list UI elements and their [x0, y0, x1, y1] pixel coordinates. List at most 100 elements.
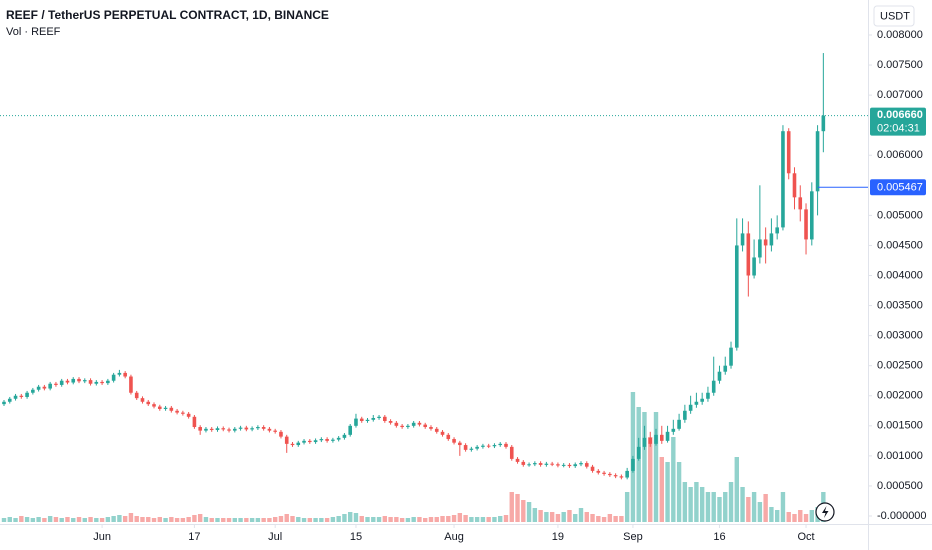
volume-bar — [451, 515, 457, 522]
candle-body — [31, 389, 35, 393]
volume-bar — [215, 518, 220, 522]
volume-bar — [88, 517, 93, 522]
volume-bar — [405, 518, 411, 522]
candle-body — [371, 417, 376, 420]
volume-bar — [792, 514, 797, 522]
volume-bar — [457, 513, 463, 522]
candle-body — [198, 427, 202, 431]
volume-bar — [238, 518, 243, 522]
volume-bar — [174, 518, 180, 522]
currency-button[interactable] — [873, 5, 915, 27]
candle-body — [134, 392, 139, 399]
volume-bar — [376, 517, 382, 522]
volume-bar — [590, 514, 595, 522]
volume-bar — [388, 517, 393, 522]
volume-bar — [417, 517, 422, 522]
volume-bar — [180, 518, 186, 522]
candle-body — [365, 419, 370, 422]
volume-bar — [249, 518, 255, 522]
candle-body — [267, 428, 272, 431]
candle-body — [319, 439, 324, 441]
volume-bar — [267, 518, 272, 522]
candle-body — [163, 407, 168, 409]
candle-body — [556, 464, 560, 466]
volume-bar — [244, 518, 249, 522]
candle-body — [515, 458, 520, 462]
volume-bar — [694, 482, 699, 522]
volume-bar — [192, 515, 197, 522]
candle-body — [336, 437, 341, 440]
volume-legend: Vol · REEF — [6, 26, 61, 38]
candle-body — [394, 422, 399, 426]
candle-body — [631, 458, 635, 471]
volume-bar — [169, 517, 174, 522]
candle-body — [636, 446, 641, 459]
volume-bar — [359, 516, 364, 522]
candle-body — [625, 470, 629, 478]
candle-body — [752, 257, 756, 276]
candle-body — [175, 410, 179, 413]
icon-bolt[interactable] — [822, 506, 829, 518]
candle-body — [590, 466, 595, 471]
candle-body — [13, 395, 18, 399]
candle-body — [648, 437, 653, 444]
y-tick-label: 0.002000 — [877, 390, 923, 402]
y-tick-label: 0.007500 — [877, 59, 923, 71]
volume-bar — [717, 497, 722, 522]
volume-bar — [151, 518, 157, 522]
currency-button-label[interactable]: USDT — [880, 10, 910, 22]
volume-bar — [682, 482, 688, 522]
volume-bar — [746, 497, 751, 522]
replay-icon[interactable] — [815, 502, 835, 522]
volume-bar — [492, 517, 497, 522]
volume-bar — [42, 518, 47, 522]
candle-body — [181, 412, 185, 414]
candle-body — [388, 421, 393, 423]
volume-bar — [371, 517, 376, 522]
volume-bar — [296, 517, 301, 522]
volume-bar — [688, 487, 693, 522]
candle-body — [400, 425, 404, 428]
candle-body — [2, 401, 6, 405]
candle-body — [157, 406, 162, 409]
volume-bar — [601, 517, 607, 522]
volume-bar — [676, 462, 682, 522]
candle-body — [77, 378, 81, 382]
candle-body — [284, 436, 289, 444]
candle-body — [786, 131, 791, 174]
candle-body — [683, 410, 687, 420]
candle-body — [452, 439, 456, 443]
candle-body — [233, 428, 237, 431]
candle-body — [383, 416, 387, 422]
last-price-box — [870, 107, 926, 136]
candle-body — [94, 381, 99, 384]
volume-bar — [549, 512, 555, 522]
volume-bar — [763, 494, 768, 522]
volume-bar — [117, 515, 122, 522]
candles — [2, 53, 826, 480]
candle-body — [711, 380, 716, 393]
crosshair-price-label: 0.005467 — [877, 182, 923, 194]
volume-bar — [336, 516, 341, 522]
candle-body — [296, 442, 301, 446]
y-tick-label: 0.000500 — [877, 480, 923, 492]
volume-bar — [319, 518, 324, 522]
candle-body — [792, 173, 797, 198]
volume-bar — [774, 510, 780, 522]
candle-body — [763, 239, 768, 246]
volume-bar — [671, 437, 676, 522]
candle-body — [417, 422, 422, 425]
y-tick-label: 0.001500 — [877, 420, 923, 432]
candle-body — [354, 418, 358, 426]
candle-body — [734, 245, 739, 348]
volume-bar — [544, 512, 549, 522]
candle-body — [504, 443, 508, 447]
volume-bar — [411, 517, 416, 522]
candle-body — [538, 463, 543, 465]
candle-body — [244, 427, 249, 430]
volume-bar — [515, 494, 520, 522]
candle-body — [567, 464, 572, 467]
volume-bar — [146, 517, 151, 522]
candle-body — [227, 429, 231, 431]
